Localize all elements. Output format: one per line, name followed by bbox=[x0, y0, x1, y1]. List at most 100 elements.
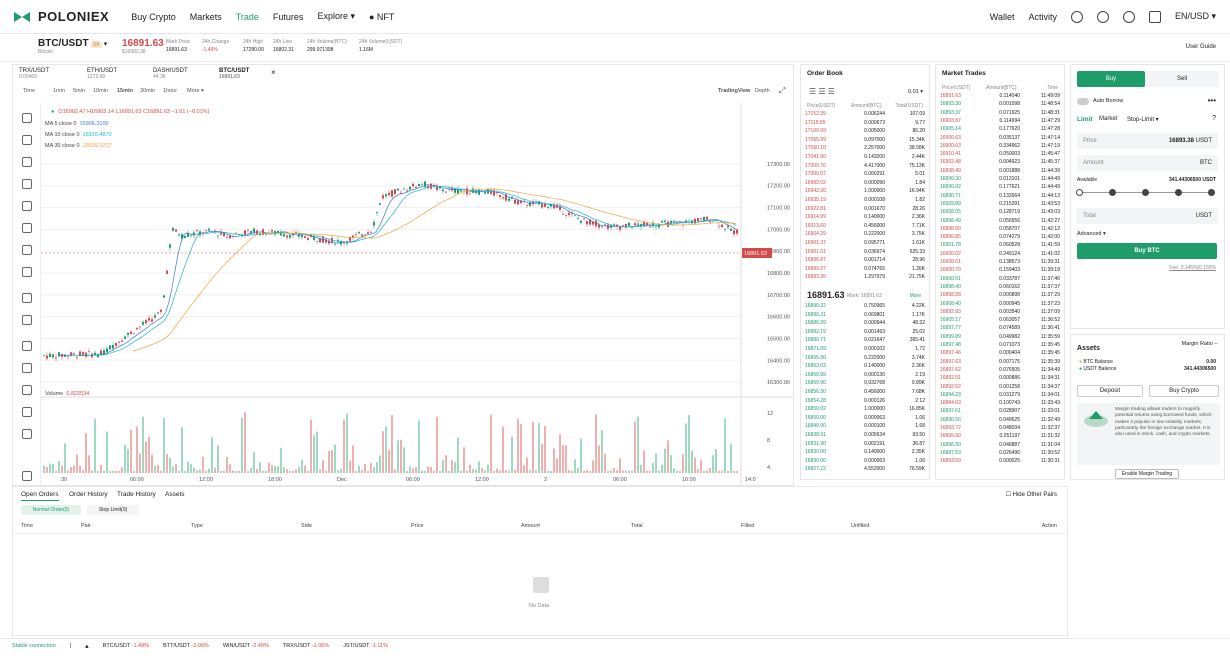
buy-crypto-button[interactable]: Buy Crypto bbox=[1149, 385, 1219, 397]
hide-other-pairs-checkbox[interactable]: ☐ Hide Other Pairs bbox=[1005, 492, 1057, 498]
help-icon[interactable]: ? bbox=[1212, 115, 1216, 122]
orderbook-row[interactable]: 16913.60 0.456000 7.71K bbox=[805, 222, 925, 229]
orderbook-row[interactable]: 16840.90 0.000100 1.68 bbox=[805, 423, 925, 430]
pair-selector[interactable]: BTC/USDT 3X ▾ Bitcoin bbox=[38, 38, 108, 55]
crosshair-icon[interactable] bbox=[22, 113, 32, 123]
market-tab[interactable]: Market bbox=[1099, 116, 1118, 122]
download-icon[interactable] bbox=[1148, 10, 1161, 23]
orderbook-row[interactable]: 16850.02 1.000000 16.85K bbox=[805, 406, 925, 413]
text-icon[interactable] bbox=[22, 201, 32, 211]
orderbook-row[interactable]: 16880.71 0.021647 365.41 bbox=[805, 337, 925, 344]
price-step-select[interactable]: 0.01 ▾ bbox=[908, 89, 923, 95]
nav-wallet[interactable]: Wallet bbox=[989, 11, 1015, 22]
trendline-icon[interactable] bbox=[22, 135, 32, 145]
slider-step[interactable] bbox=[1142, 189, 1149, 196]
enable-margin-button[interactable]: Enable Margin Trading bbox=[1115, 469, 1179, 479]
nav-futures[interactable]: Futures bbox=[272, 11, 304, 22]
footer-ticker[interactable]: TRX/USDT -1.06% bbox=[282, 642, 330, 649]
slider-step[interactable] bbox=[1109, 189, 1116, 196]
trash-icon[interactable] bbox=[22, 429, 32, 439]
notification-bell-icon[interactable] bbox=[1122, 10, 1135, 23]
advanced-toggle[interactable]: Advanced ▾ bbox=[1077, 231, 1106, 237]
slider-step[interactable] bbox=[1076, 189, 1083, 196]
orderbook-row[interactable]: 16896.87 0.001714 28.96 bbox=[805, 257, 925, 264]
orderbook-row[interactable]: 16922.81 0.001670 28.26 bbox=[805, 205, 925, 212]
orderbook-row[interactable]: 17000.07 0.000291 5.01 bbox=[805, 171, 925, 178]
tradingview-toggle[interactable]: TradingView bbox=[718, 88, 751, 94]
orderbook-row[interactable]: 16935.19 0.000108 1.82 bbox=[805, 197, 925, 203]
orderbook-row[interactable]: 16827.22 4.552000 76.59K bbox=[805, 466, 925, 473]
auto-borrow-toggle[interactable] bbox=[1077, 98, 1089, 105]
interval-30min[interactable]: 30min bbox=[140, 88, 155, 94]
orderbook-row[interactable]: 17115.55 0.000673 9.77 bbox=[805, 119, 925, 126]
pair-tab[interactable]: ETH/USDT 1272.68 bbox=[87, 68, 117, 80]
footer-ticker[interactable]: BTC/USDT -1.49% bbox=[102, 642, 150, 649]
eye-icon[interactable] bbox=[22, 407, 32, 417]
amount-field[interactable]: Amount BTC bbox=[1077, 155, 1218, 171]
orderbook-row[interactable]: 16865.90 0.222000 3.74K bbox=[805, 354, 925, 361]
pair-tab[interactable]: DASH/USDT 44.36 bbox=[153, 68, 188, 80]
interval-more[interactable]: More ▾ bbox=[187, 88, 204, 94]
buy-tab[interactable]: Buy bbox=[1077, 71, 1145, 87]
pair-tab[interactable]: TRX/USDT 0.05402 bbox=[19, 68, 49, 80]
interval-1hour[interactable]: 1hour bbox=[163, 88, 178, 94]
orderbook-row[interactable]: 17100.99 0.005000 86.20 bbox=[805, 128, 925, 135]
sell-tab[interactable]: Sell bbox=[1145, 71, 1219, 87]
ruler-icon[interactable] bbox=[22, 293, 32, 303]
footer-ticker[interactable]: BTT/USDT -2.06% bbox=[163, 642, 209, 649]
orderbook-row[interactable]: 16850.00 0.000063 1.06 bbox=[805, 414, 925, 421]
slider-step[interactable] bbox=[1208, 189, 1215, 196]
interval-1min[interactable]: 1min bbox=[53, 88, 65, 94]
user-guide-link[interactable]: User Guide bbox=[1185, 44, 1216, 50]
footer-ticker[interactable]: WIN/USDT -2.49% bbox=[222, 642, 269, 649]
depth-toggle[interactable]: Depth bbox=[755, 88, 770, 94]
orderbook-row[interactable]: 16830.00 0.140000 2.35K bbox=[805, 449, 925, 456]
stop-limit-tab[interactable]: Stop-Limit ▾ bbox=[1127, 117, 1159, 123]
zoom-icon[interactable] bbox=[22, 315, 32, 325]
nav-trade[interactable]: Trade bbox=[235, 11, 259, 22]
fullscreen-icon[interactable]: ⤢ bbox=[779, 86, 786, 95]
orderbook-row[interactable]: 17050.10 2.257000 38.58K bbox=[805, 145, 925, 152]
pair-tab-active[interactable]: BTC/USDT 16891.63 bbox=[219, 68, 250, 80]
slider-step[interactable] bbox=[1175, 189, 1182, 196]
account-icon[interactable] bbox=[1070, 10, 1083, 23]
orderbook-row[interactable]: 16831.90 0.002191 36.87 bbox=[805, 440, 925, 447]
margin-ratio[interactable]: Margin Ratio -- bbox=[1181, 341, 1218, 347]
orderbook-row[interactable]: 16992.02 0.000090 1.84 bbox=[805, 179, 925, 186]
orderbook-row[interactable]: 16854.28 0.000126 2.12 bbox=[805, 397, 925, 404]
poloniex-logo[interactable]: POLONIEX bbox=[14, 9, 109, 24]
orderbook-row[interactable]: 17152.39 0.006244 107.09 bbox=[805, 111, 925, 117]
orderbook-row[interactable]: 16893.26 1.297979 21.75K bbox=[805, 274, 925, 281]
layers-icon[interactable] bbox=[22, 471, 32, 481]
nav-markets[interactable]: Markets bbox=[189, 11, 222, 22]
orderbook-row[interactable]: 16882.19 0.001493 25.02 bbox=[805, 328, 925, 335]
orderbook-row[interactable]: 16890.31 0.069801 1.17K bbox=[805, 311, 925, 318]
lock-icon[interactable] bbox=[22, 385, 32, 395]
projection-icon[interactable] bbox=[22, 245, 32, 255]
fib-icon[interactable] bbox=[22, 157, 32, 167]
book-view-icons[interactable]: ☰ ☰ ☰ bbox=[809, 87, 835, 96]
orderbook-row[interactable]: 17055.99 0.097000 15.34K bbox=[805, 136, 925, 143]
buy-btc-button[interactable]: Buy BTC bbox=[1077, 243, 1217, 259]
deposit-button[interactable]: Deposit bbox=[1077, 385, 1143, 397]
orderbook-row[interactable]: 16860.99 0.000130 2.19 bbox=[805, 371, 925, 378]
price-chart[interactable]: 17300.00 17200.00 17100.00 17000.00 16900.00… bbox=[41, 103, 793, 485]
interval-15min[interactable]: 15min bbox=[117, 88, 133, 94]
nav-nft[interactable]: ● NFT bbox=[368, 11, 395, 22]
pattern-icon[interactable] bbox=[22, 223, 32, 233]
lock-drawing-icon[interactable] bbox=[22, 363, 32, 373]
tab-open-orders[interactable]: Open Orders bbox=[21, 491, 59, 501]
orderbook-row[interactable]: 16914.99 0.140000 2.36K bbox=[805, 214, 925, 221]
interval-time[interactable]: Time bbox=[23, 88, 36, 94]
expand-icon[interactable]: ▴ bbox=[85, 642, 89, 650]
more-link[interactable]: More bbox=[909, 293, 921, 299]
orderbook-row[interactable]: 17041.00 0.143200 2.44K bbox=[805, 154, 925, 160]
stop-limit-filter[interactable]: Stop Limit(0) bbox=[87, 505, 139, 515]
tab-trade-history[interactable]: Trade History bbox=[117, 491, 156, 498]
nav-activity[interactable]: Activity bbox=[1028, 11, 1057, 22]
orderbook-row[interactable]: 16863.03 0.140000 2.36K bbox=[805, 363, 925, 370]
normal-order-filter[interactable]: Normal Order(0) bbox=[21, 505, 81, 515]
orderbook-row[interactable]: 16830.00 0.000063 1.06 bbox=[805, 457, 925, 464]
fee-link[interactable]: Fee: 0.145%/0.155% bbox=[1169, 265, 1216, 271]
orderbook-row[interactable]: 16871.09 0.000102 1.72 bbox=[805, 346, 925, 352]
